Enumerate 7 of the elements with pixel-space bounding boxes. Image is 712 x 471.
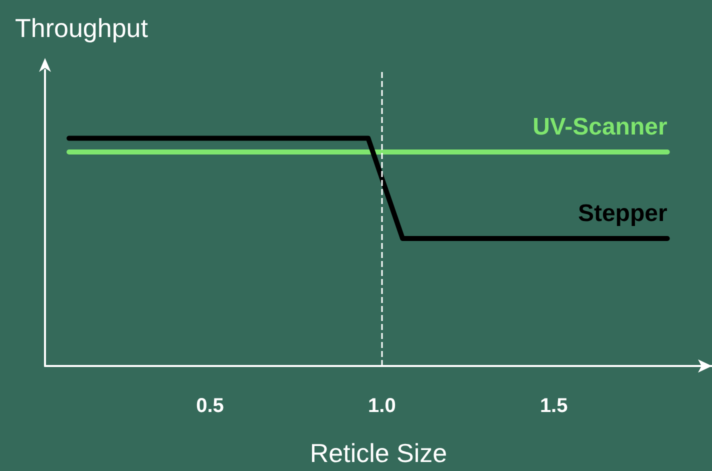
series-label: UV-Scanner bbox=[532, 113, 668, 140]
series-label: Stepper bbox=[578, 200, 668, 227]
x-tick-label: 1.5 bbox=[540, 395, 568, 417]
y-axis-title: Throughput bbox=[15, 13, 149, 43]
x-tick-label: 0.5 bbox=[196, 395, 224, 417]
x-axis-title: Reticle Size bbox=[310, 438, 448, 468]
x-tick-label: 1.0 bbox=[368, 395, 396, 417]
